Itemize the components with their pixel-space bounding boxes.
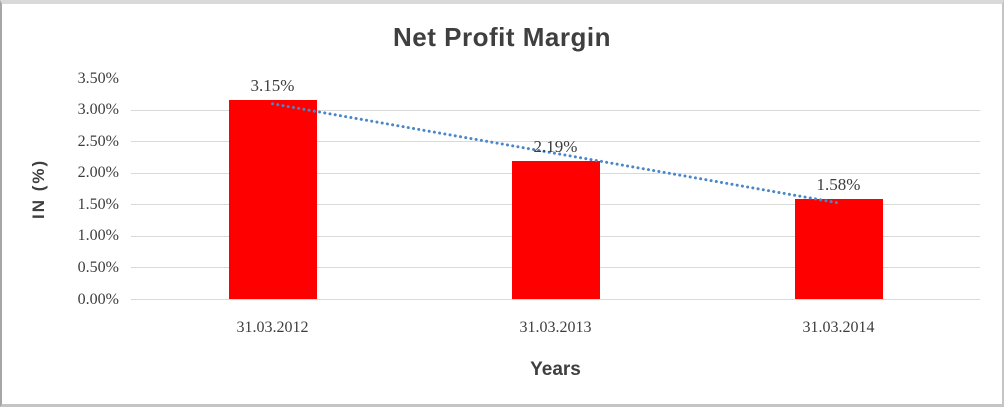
y-tick-label: 3.00% bbox=[77, 101, 119, 119]
y-tick-label: 1.50% bbox=[77, 195, 119, 213]
trendline bbox=[271, 102, 840, 205]
y-tick-label: 0.50% bbox=[77, 258, 119, 276]
bar-31.03.2014 bbox=[794, 199, 883, 299]
chart-title: Net Profit Margin bbox=[393, 22, 611, 52]
y-tick-label: 2.00% bbox=[77, 164, 119, 182]
bar-31.03.2013 bbox=[511, 160, 600, 299]
data-label: 1.58% bbox=[816, 175, 861, 195]
gridline bbox=[131, 109, 980, 111]
data-label: 2.19% bbox=[533, 136, 578, 156]
y-tick-label: 0.00% bbox=[77, 290, 119, 308]
plot-area: 3.15% 2.19% 1.58% bbox=[131, 76, 980, 300]
x-tick-label: 31.03.2014 bbox=[802, 319, 875, 336]
x-axis: 31.03.2012 31.03.2013 31.03.2014 bbox=[131, 318, 980, 340]
gridline bbox=[131, 299, 980, 300]
x-tick-label: 31.03.2012 bbox=[236, 319, 309, 336]
x-axis-title: Years bbox=[530, 359, 581, 380]
y-axis: 0.00% 0.50% 1.00% 1.50% 2.00% 2.50% 3.00% 3.50% bbox=[30, 4, 119, 404]
x-tick-label: 31.03.2013 bbox=[519, 319, 592, 336]
y-tick-label: 2.50% bbox=[77, 132, 119, 150]
gridline bbox=[131, 141, 980, 143]
y-tick-label: 1.00% bbox=[77, 227, 119, 245]
bar-31.03.2012 bbox=[228, 100, 317, 299]
data-label: 3.15% bbox=[250, 76, 295, 96]
y-tick-label: 3.50% bbox=[77, 69, 119, 87]
